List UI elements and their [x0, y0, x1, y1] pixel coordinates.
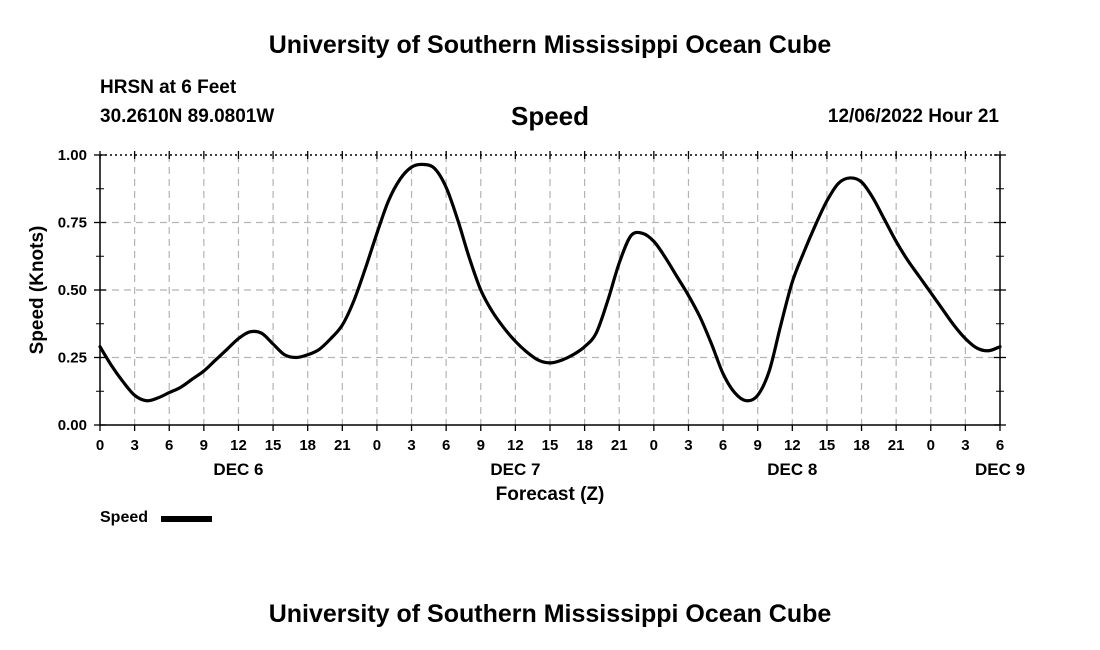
x-axis-label: Forecast (Z)	[496, 484, 605, 505]
day-label: DEC 8	[767, 460, 817, 479]
y-tick-label: 1.00	[58, 147, 87, 164]
x-tick-label: 3	[684, 437, 692, 454]
y-tick-label: 0.25	[58, 350, 87, 367]
x-tick-label: 6	[165, 437, 173, 454]
day-label: DEC 6	[213, 460, 263, 479]
x-tick-label: 3	[961, 437, 969, 454]
grid	[100, 155, 1000, 425]
day-label: DEC 9	[975, 460, 1025, 479]
y-tick-label: 0.00	[58, 417, 87, 434]
forecast-datetime: 12/06/2022 Hour 21	[827, 106, 999, 127]
x-tick-label: 12	[507, 437, 524, 454]
x-tick-label: 12	[230, 437, 247, 454]
x-tick-label: 6	[996, 437, 1004, 454]
x-tick-label: 18	[299, 437, 316, 454]
series-line-speed	[98, 162, 1002, 403]
y-tick-label: 0.50	[58, 282, 87, 299]
x-tick-label: 18	[853, 437, 870, 454]
x-tick-label: 12	[784, 437, 801, 454]
x-tick-label: 9	[754, 437, 762, 454]
y-tick-label: 0.75	[58, 215, 87, 232]
day-label: DEC 7	[490, 460, 540, 479]
x-tick-label: 9	[200, 437, 208, 454]
footer-title: University of Southern Mississippi Ocean…	[268, 600, 832, 628]
x-tick-label: 3	[407, 437, 415, 454]
x-tick-label: 21	[611, 437, 628, 454]
x-tick-label: 15	[265, 437, 282, 454]
x-tick-label: 0	[650, 437, 658, 454]
legend-label: Speed	[100, 509, 149, 526]
axes	[94, 151, 1006, 431]
station-coordinates: 30.2610N 89.0801W	[100, 106, 275, 127]
x-tick-label: 6	[719, 437, 727, 454]
axis-labels: Forecast (Z) Speed (Knots) 0 3 6 9 12 15 18 21 0…	[27, 147, 1025, 505]
series	[98, 162, 1002, 403]
x-tick-label: 21	[334, 437, 351, 454]
x-tick-label: 15	[542, 437, 559, 454]
y-axis-label: Speed (Knots)	[27, 226, 48, 355]
x-tick-label: 15	[819, 437, 836, 454]
legend-swatch	[161, 516, 212, 522]
station-label: HRSN at 6 Feet	[100, 77, 237, 98]
chart-title: Speed	[510, 101, 590, 131]
x-tick-label: 3	[130, 437, 138, 454]
x-tick-label: 6	[442, 437, 450, 454]
x-tick-label: 21	[888, 437, 905, 454]
page-title: University of Southern Mississippi Ocean…	[268, 31, 832, 59]
x-tick-label: 0	[927, 437, 935, 454]
x-tick-label: 9	[477, 437, 485, 454]
x-tick-label: 0	[373, 437, 381, 454]
x-tick-label: 0	[96, 437, 104, 454]
x-tick-label: 18	[576, 437, 593, 454]
